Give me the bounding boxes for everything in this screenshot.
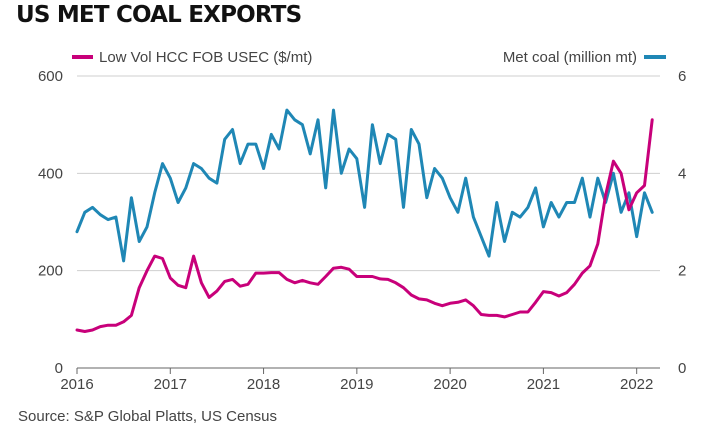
axes: 2016 2017 2018 2019 2020 2021 2022 0200400600 … [38, 68, 686, 393]
x-ticks: 2016 2017 2018 2019 2020 2021 2022 [60, 368, 653, 393]
chart-svg: 2016 2017 2018 2019 2020 2021 2022 0200400600 … [38, 49, 686, 393]
x-tick-label: 2017 [154, 376, 187, 393]
legend-label-price: Low Vol HCC FOB USEC ($/mt) [99, 49, 312, 66]
right-y-ticks: 0 2 4 6 [678, 68, 686, 377]
source-note: Source: S&P Global Platts, US Census [18, 408, 278, 425]
series-lines [75, 108, 654, 333]
left-y-tick-label: 600 [38, 68, 63, 85]
series-line-volume [75, 108, 654, 263]
left-y-tick-label: 0 [55, 360, 63, 377]
legend-label-volume: Met coal (million mt) [503, 49, 637, 66]
x-tick-label: 2021 [527, 376, 560, 393]
left-y-tick-label: 400 [38, 165, 63, 182]
chart-title: US MET COAL EXPORTS [16, 2, 302, 28]
legend: Low Vol HCC FOB USEC ($/mt) Met coal (mi… [72, 49, 666, 66]
right-y-tick-label: 6 [678, 68, 686, 85]
left-y-ticks: 0 200 400 600 [38, 68, 63, 377]
x-tick-label: 2022 [620, 376, 653, 393]
right-y-tick-label: 4 [678, 165, 686, 182]
x-tick-label: 2018 [247, 376, 280, 393]
left-y-tick-label: 200 [38, 263, 63, 280]
right-y-tick-label: 2 [678, 263, 686, 280]
right-y-tick-label: 0 [678, 360, 686, 377]
x-tick-label: 2019 [340, 376, 373, 393]
x-tick-label: 2020 [433, 376, 466, 393]
series-line-price [75, 118, 654, 333]
x-tick-label: 2016 [60, 376, 93, 393]
